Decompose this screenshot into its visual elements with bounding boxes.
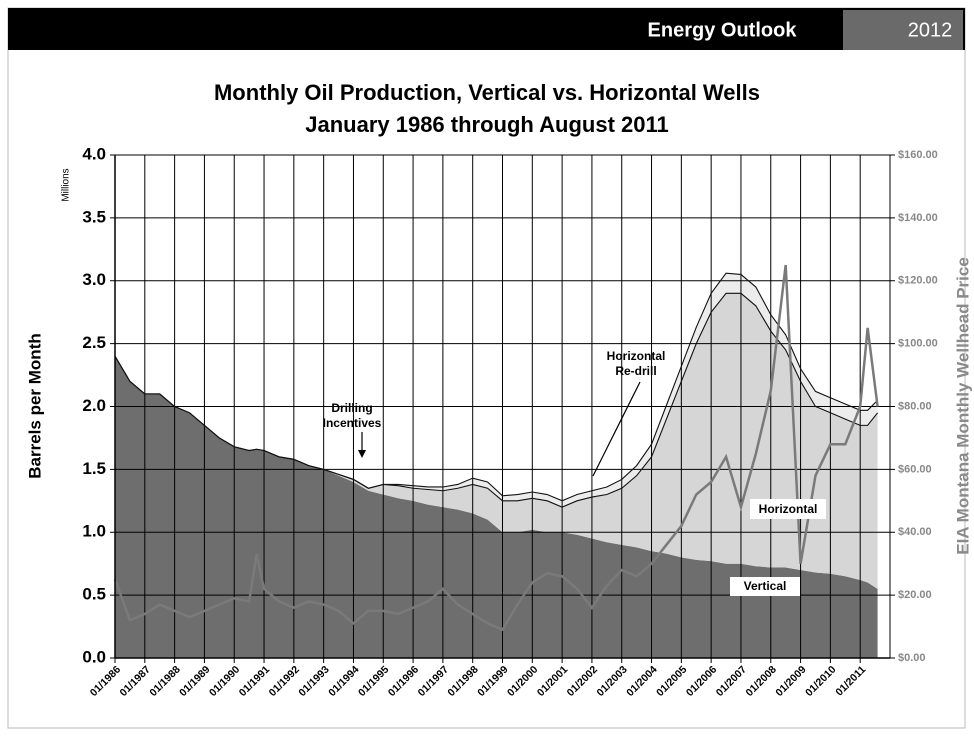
y-tick-label: 0.0 — [82, 647, 106, 666]
y2-tick-label: $140.00 — [898, 212, 938, 224]
year-box — [843, 10, 963, 50]
y2-tick-label: $0.00 — [898, 652, 926, 664]
y2-tick-label: $60.00 — [898, 463, 932, 475]
annotation-arrowhead — [358, 450, 366, 458]
y-tick-label: 1.0 — [82, 522, 106, 541]
plot: 0.0 0.5 1.0 1.5 2.0 2.5 3.0 3.5 4.0 $0.00 $20.00 $4… — [82, 144, 937, 698]
label-box — [750, 499, 826, 519]
annotation: Horizontal — [607, 349, 666, 363]
annotation: Drilling — [331, 401, 372, 415]
label-box — [730, 577, 800, 596]
y-tick-label: 4.0 — [82, 144, 106, 163]
header-year: 2012 — [908, 19, 953, 41]
y2-tick-label: $120.00 — [898, 275, 938, 287]
y-tick-label: 0.5 — [82, 585, 106, 604]
y2-tick-label: $100.00 — [898, 338, 938, 350]
y-unit: Millions — [61, 168, 72, 201]
y-axis-label: Barrels per Month — [25, 333, 44, 478]
header-title: Energy Outlook — [648, 19, 798, 41]
chart-subtitle: January 1986 through August 2011 — [305, 112, 669, 137]
y-tick-label: 3.0 — [82, 270, 106, 289]
y2-tick-label: $40.00 — [898, 526, 932, 538]
y-tick-label: 2.5 — [82, 333, 106, 352]
y-tick-label: 3.5 — [82, 207, 106, 226]
y-tick-label: 1.5 — [82, 459, 106, 478]
chart-title: Monthly Oil Production, Vertical vs. Hor… — [214, 80, 760, 105]
y2-tick-label: $160.00 — [898, 149, 938, 161]
annotation: Horizontal — [759, 502, 818, 516]
area-outline — [114, 272, 878, 502]
area — [115, 356, 878, 658]
y2-tick-label: $20.00 — [898, 589, 932, 601]
header-bar — [8, 8, 965, 50]
annotation: Vertical — [744, 579, 787, 593]
annotation: Re-drill — [615, 364, 656, 378]
y2-axis-label: EIA Montana Monthly Wellhead Price — [953, 257, 972, 555]
price-line — [113, 264, 879, 632]
annotation: Incentives — [323, 416, 382, 430]
annotations: Drilling Incentives Horizontal Re-drill … — [323, 349, 826, 596]
y2-tick-label: $80.00 — [898, 400, 932, 412]
annotation-arrow — [592, 381, 641, 477]
y-tick-label: 2.0 — [82, 396, 106, 415]
